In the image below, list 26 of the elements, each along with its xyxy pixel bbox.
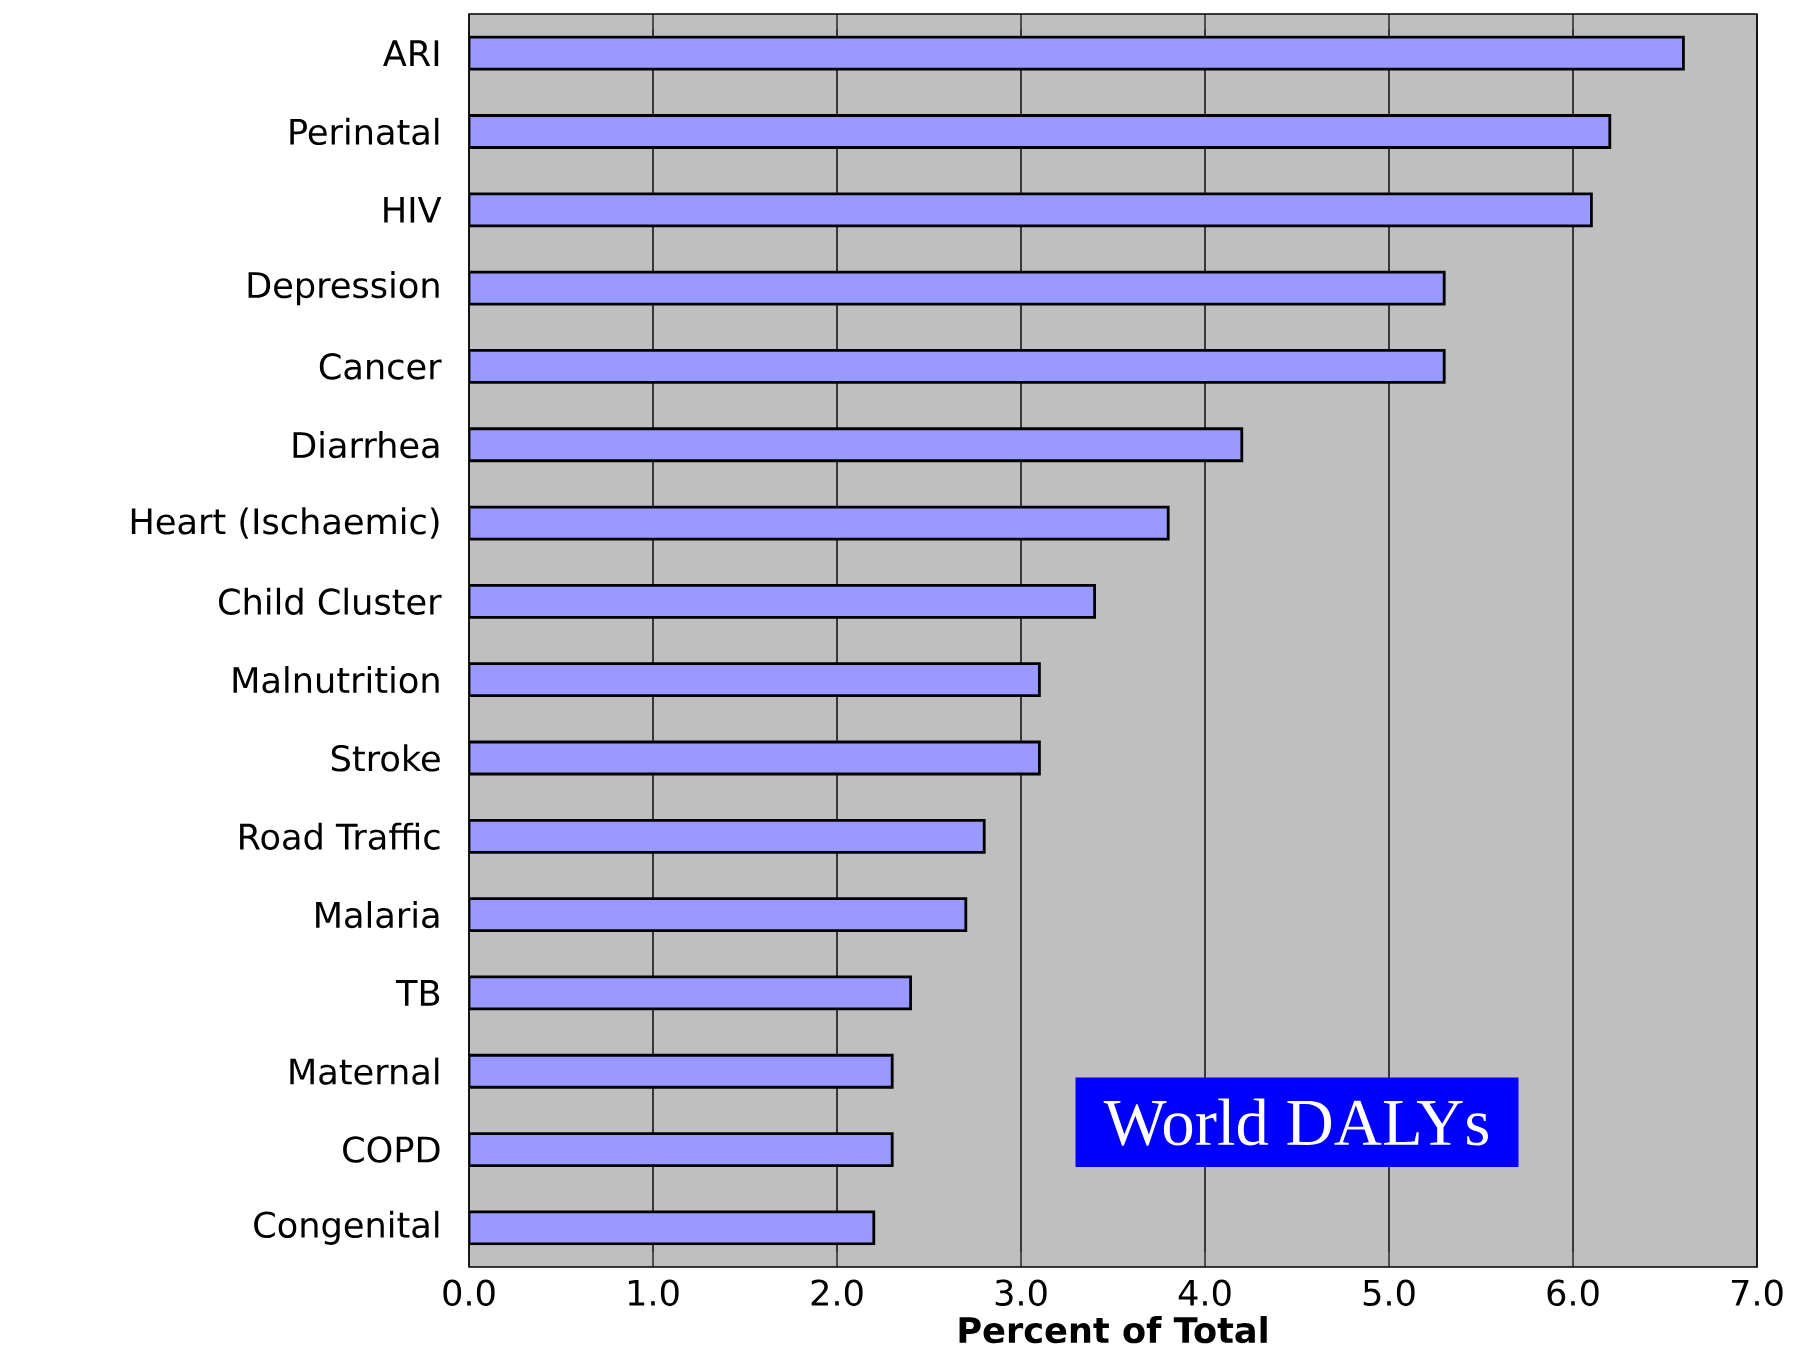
x-axis-title: Percent of Total (959, 1316, 1267, 1344)
x-tick-label: 0.0 (443, 1279, 495, 1307)
y-tick-label: Malaria (316, 900, 439, 929)
y-tick-label: Heart (Ischaemic) (131, 507, 439, 539)
y-tick-label: Perinatal (290, 117, 439, 146)
y-tick-label: Cancer (319, 353, 442, 380)
y-tick-label: TB (395, 980, 440, 1006)
x-tick-label: 4.0 (1178, 1279, 1231, 1307)
x-tick-label: 3.0 (995, 1279, 1047, 1307)
y-tick-label: Depression (248, 271, 439, 306)
y-tick-label: Diarrhea (293, 431, 439, 459)
y-tick-label: COPD (343, 1136, 440, 1163)
x-tick-label: 1.0 (628, 1279, 679, 1307)
y-tick-label: Congenital (254, 1210, 439, 1245)
text: World DALYs (1103, 1098, 1488, 1146)
x-tick-label: 2.0 (811, 1279, 863, 1307)
x-tick-label: 5.0 (1363, 1279, 1415, 1307)
x-tick-label: 7.0 (1731, 1279, 1783, 1307)
y-tick-label: ARI (383, 40, 439, 66)
y-tick-label: HIV (384, 196, 442, 223)
y-tick-label: Maternal (290, 1057, 439, 1085)
x-tick-label: 6.0 (1547, 1279, 1599, 1307)
y-tick-label: Malnutrition (233, 666, 439, 694)
y-tick-label: Stroke (331, 744, 440, 772)
y-tick-label: Road Traffic (240, 822, 440, 850)
y-tick-label: Child Cluster (219, 587, 442, 615)
